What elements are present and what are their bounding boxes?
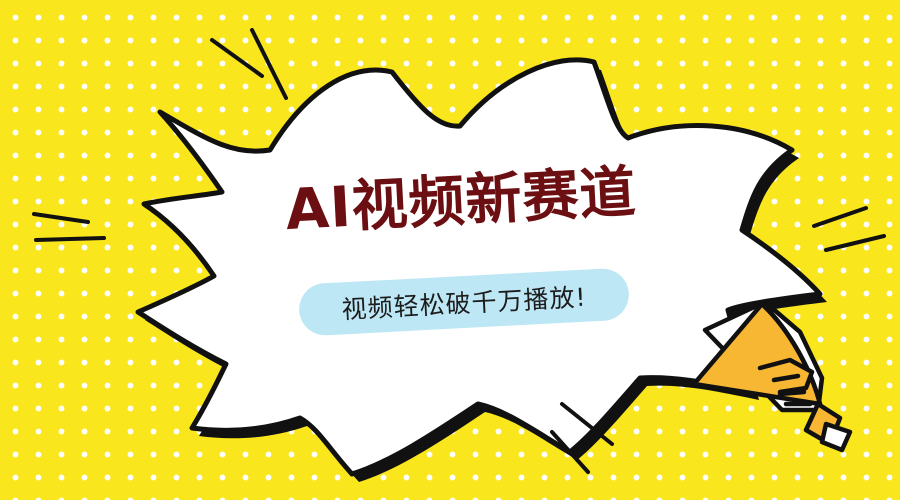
banner-subtitle: 视频轻松破千万播放!	[340, 282, 588, 325]
megaphone-icon	[691, 299, 853, 453]
action-lines-icon	[32, 28, 886, 474]
burst-bubble-icon	[135, 57, 823, 477]
